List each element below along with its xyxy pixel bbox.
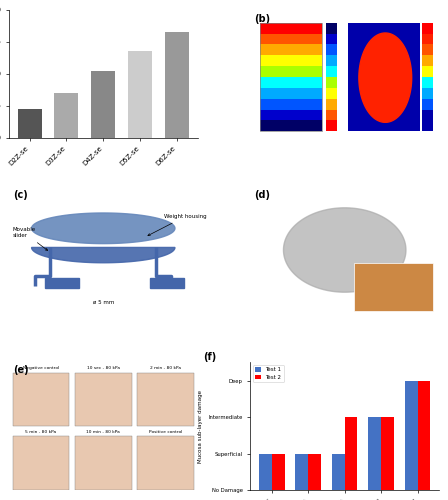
Bar: [326, 44, 337, 56]
Text: ø 5 mm: ø 5 mm: [93, 300, 114, 304]
Bar: [75, 436, 132, 490]
Bar: [422, 98, 433, 110]
Text: 5 min - 80 kPa: 5 min - 80 kPa: [26, 430, 56, 434]
Bar: [260, 98, 322, 110]
Bar: [326, 110, 337, 120]
Bar: [405, 380, 418, 490]
Text: (e): (e): [13, 365, 28, 375]
Polygon shape: [359, 33, 412, 122]
Bar: [422, 110, 433, 120]
Bar: [326, 66, 337, 77]
Legend: Test 1, Test 2: Test 1, Test 2: [253, 365, 284, 382]
Bar: [326, 56, 337, 66]
Text: Negative control: Negative control: [23, 366, 59, 370]
Bar: [259, 454, 272, 490]
Bar: [308, 454, 321, 490]
Bar: [345, 417, 358, 490]
Bar: [260, 66, 322, 77]
Bar: [354, 263, 433, 312]
Bar: [418, 380, 431, 490]
Bar: [381, 417, 394, 490]
Bar: [91, 70, 115, 500]
Polygon shape: [284, 208, 406, 292]
Bar: [326, 23, 337, 34]
Bar: [151, 278, 185, 288]
Bar: [422, 34, 433, 44]
Bar: [13, 372, 69, 426]
Text: (d): (d): [254, 190, 270, 200]
Bar: [260, 120, 322, 132]
Bar: [326, 98, 337, 110]
Polygon shape: [32, 248, 175, 263]
Text: Weight housing: Weight housing: [148, 214, 206, 236]
Bar: [260, 77, 322, 88]
Bar: [260, 110, 322, 120]
Bar: [260, 88, 322, 99]
Polygon shape: [259, 192, 431, 308]
Bar: [17, 109, 42, 500]
Bar: [128, 52, 152, 500]
Bar: [422, 23, 433, 34]
Bar: [326, 88, 337, 99]
Bar: [422, 44, 433, 56]
Bar: [137, 372, 194, 426]
Text: Movable
slider: Movable slider: [13, 228, 47, 250]
Bar: [13, 436, 69, 490]
Bar: [260, 23, 322, 34]
Bar: [368, 417, 381, 490]
Text: 2 min - 80 kPa: 2 min - 80 kPa: [150, 366, 181, 370]
Y-axis label: Mucosa sub-layer damage: Mucosa sub-layer damage: [198, 390, 203, 462]
Bar: [260, 34, 322, 44]
Bar: [137, 436, 194, 490]
Bar: [326, 120, 337, 132]
Text: Positive control: Positive control: [149, 430, 182, 434]
Bar: [75, 372, 132, 426]
Text: 10 sec - 80 kPa: 10 sec - 80 kPa: [87, 366, 120, 370]
Polygon shape: [32, 213, 175, 244]
Bar: [326, 77, 337, 88]
Bar: [54, 93, 78, 500]
Text: 10 min - 80 kPa: 10 min - 80 kPa: [86, 430, 120, 434]
Bar: [422, 120, 433, 132]
Text: (b): (b): [254, 14, 270, 24]
Bar: [260, 56, 322, 66]
Bar: [296, 454, 308, 490]
Text: (f): (f): [203, 352, 216, 362]
Bar: [45, 278, 79, 288]
Bar: [332, 454, 345, 490]
Bar: [422, 88, 433, 99]
Bar: [326, 34, 337, 44]
Bar: [422, 66, 433, 77]
Bar: [422, 56, 433, 66]
Bar: [272, 454, 284, 490]
Text: (c): (c): [13, 190, 27, 200]
Bar: [260, 44, 322, 56]
Bar: [422, 77, 433, 88]
Bar: [165, 32, 189, 500]
